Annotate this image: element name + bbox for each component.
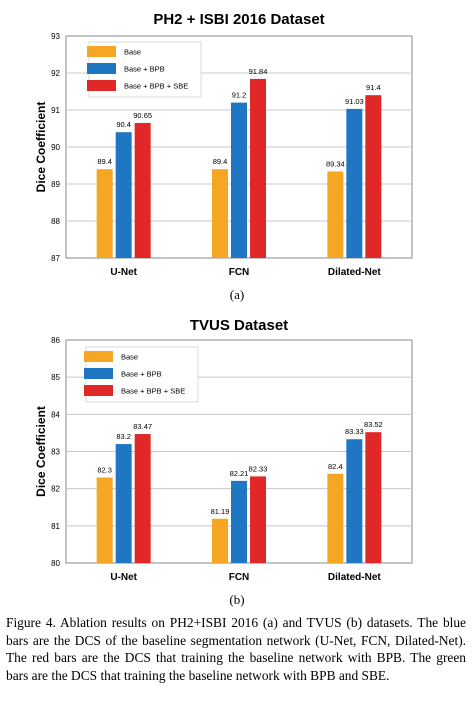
y-tick-label: 90	[51, 143, 60, 152]
bar-base-bpb	[346, 108, 363, 258]
data-label: 83.47	[133, 422, 152, 431]
y-axis-label: Dice Coefficient	[34, 102, 48, 193]
data-label: 89.4	[97, 157, 112, 166]
bar-base-bpb-sbe	[134, 122, 151, 258]
x-tick-label: FCN	[229, 572, 250, 583]
bar-base-bpb-sbe	[134, 434, 151, 563]
bar-base-bpb-sbe	[365, 432, 382, 563]
bar-base-bpb-sbe	[250, 476, 266, 563]
y-tick-label: 86	[51, 336, 60, 345]
data-label: 91.4	[366, 83, 381, 92]
bar-base	[96, 477, 113, 563]
data-label: 83.33	[345, 427, 364, 436]
legend-swatch	[87, 80, 116, 91]
y-tick-label: 91	[51, 106, 60, 115]
y-tick-label: 85	[51, 373, 60, 382]
y-tick-label: 88	[51, 217, 60, 226]
y-tick-label: 93	[51, 32, 60, 41]
legend-swatch	[84, 368, 113, 379]
legend-label: Base	[124, 48, 141, 57]
data-label: 90.65	[133, 111, 152, 120]
data-label: 81.19	[211, 507, 230, 516]
data-label: 83.2	[116, 432, 131, 441]
y-tick-label: 80	[51, 559, 60, 568]
legend-label: Base + BPB + SBE	[124, 82, 188, 91]
data-label: 82.3	[97, 466, 112, 475]
legend-swatch	[84, 351, 113, 362]
bar-base-bpb	[115, 444, 132, 563]
legend-label: Base + BPB	[121, 370, 162, 379]
bar-base-bpb-sbe	[250, 78, 266, 258]
bar-base-bpb	[231, 102, 247, 258]
x-tick-label: Dilated-Net	[328, 572, 381, 583]
data-label: 91.03	[345, 97, 364, 106]
data-label: 89.4	[213, 157, 228, 166]
bar-base-bpb	[115, 132, 132, 258]
data-label: 91.2	[232, 91, 247, 100]
legend-swatch	[87, 46, 116, 57]
x-tick-label: U-Net	[110, 572, 137, 583]
data-label: 90.4	[116, 120, 131, 129]
y-tick-label: 92	[51, 69, 60, 78]
x-tick-label: FCN	[229, 267, 250, 278]
y-tick-label: 89	[51, 180, 60, 189]
bar-base	[212, 169, 228, 258]
chart-title: TVUS Dataset	[190, 317, 288, 334]
data-label: 82.33	[249, 464, 268, 473]
bar-base-bpb-sbe	[365, 95, 382, 258]
bar-base-bpb	[346, 439, 363, 563]
y-tick-label: 82	[51, 485, 60, 494]
bar-base-bpb	[231, 480, 247, 563]
bar-base	[96, 169, 113, 258]
legend-label: Base + BPB + SBE	[121, 387, 185, 396]
y-tick-label: 81	[51, 522, 60, 531]
x-tick-label: Dilated-Net	[328, 267, 381, 278]
data-label: 83.52	[364, 420, 383, 429]
data-label: 89.34	[326, 159, 345, 168]
data-label: 82.4	[328, 462, 343, 471]
y-axis-label: Dice Coefficient	[34, 406, 48, 497]
y-tick-label: 84	[51, 410, 60, 419]
subfigure-label: (b)	[229, 592, 244, 607]
bar-base	[327, 171, 344, 258]
subfigure-label: (a)	[230, 287, 244, 302]
y-tick-label: 87	[51, 254, 60, 263]
y-tick-label: 83	[51, 448, 60, 457]
bar-base	[327, 473, 344, 563]
legend-swatch	[84, 385, 113, 396]
chart-b: TVUS Dataset 80 81 82 83 84 85 86 Dice Coefficie…	[34, 317, 413, 607]
bar-base	[212, 518, 228, 563]
data-label: 91.84	[249, 67, 268, 76]
x-tick-label: U-Net	[110, 267, 137, 278]
chart-title: PH2 + ISBI 2016 Dataset	[153, 11, 324, 28]
legend-swatch	[87, 63, 116, 74]
figure-caption: Figure 4. Ablation results on PH2+ISBI 2…	[6, 615, 466, 683]
legend-label: Base	[121, 353, 138, 362]
legend-label: Base + BPB	[124, 65, 165, 74]
chart-a: PH2 + ISBI 2016 Dataset 87 88 89 90 91 92 93 Dic…	[34, 11, 413, 302]
data-label: 82.21	[230, 469, 249, 478]
